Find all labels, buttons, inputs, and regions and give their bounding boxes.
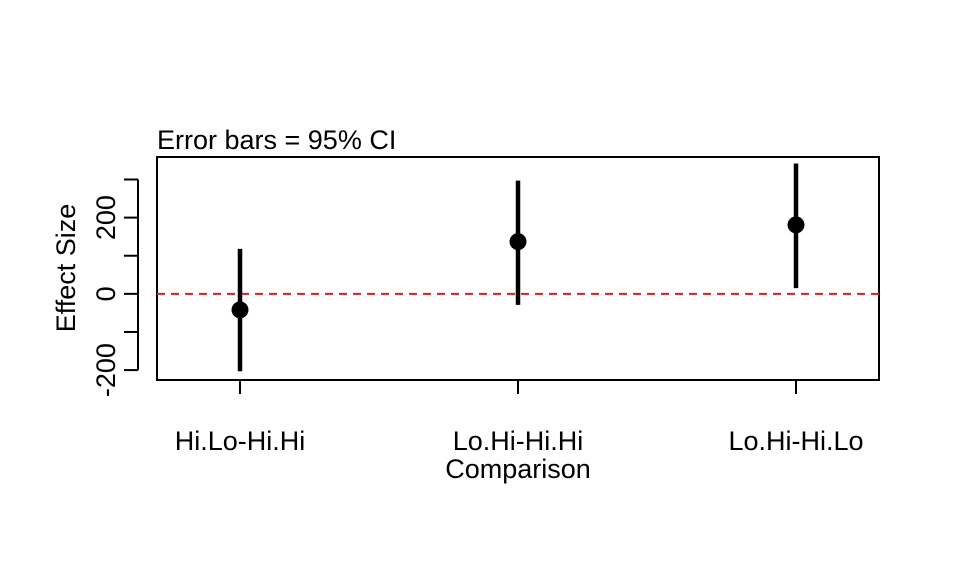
y-tick-label: 200 (91, 195, 121, 240)
y-tick-label: -200 (91, 343, 121, 397)
x-tick-label: Hi.Lo-Hi.Hi (175, 426, 306, 456)
y-axis-label: Effect Size (51, 204, 81, 333)
point-estimate (509, 233, 527, 251)
x-tick-label: Lo.Hi-Hi.Lo (728, 426, 863, 456)
y-tick-label: 0 (91, 286, 121, 301)
point-estimate (787, 216, 805, 234)
x-axis-label: Comparison (445, 454, 591, 484)
x-tick-label: Lo.Hi-Hi.Hi (453, 426, 584, 456)
point-estimate (231, 301, 249, 319)
chart-title: Error bars = 95% CI (157, 125, 396, 155)
chart-marks: -200 0 200 Hi.Lo-Hi.Hi Lo.Hi-Hi.Hi Lo.Hi-Hi.L… (91, 163, 879, 456)
